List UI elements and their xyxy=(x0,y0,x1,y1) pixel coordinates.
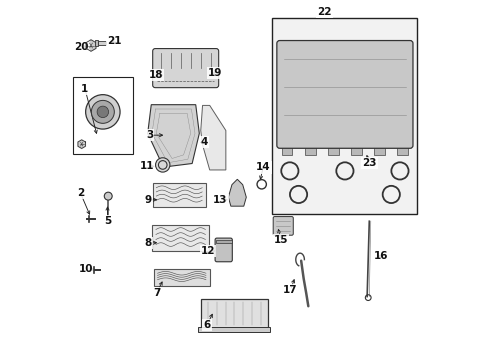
Text: 3: 3 xyxy=(145,130,153,140)
Text: 6: 6 xyxy=(203,320,210,330)
Bar xyxy=(215,240,231,243)
Text: 16: 16 xyxy=(373,251,388,261)
Bar xyxy=(281,142,292,155)
Text: 7: 7 xyxy=(153,288,160,298)
Bar xyxy=(350,142,361,155)
Bar xyxy=(152,183,205,207)
Text: 5: 5 xyxy=(103,216,111,226)
Text: 14: 14 xyxy=(255,162,270,172)
Bar xyxy=(73,77,132,154)
Text: 17: 17 xyxy=(283,285,297,296)
Bar xyxy=(272,18,416,214)
Bar xyxy=(373,142,384,155)
Bar xyxy=(152,225,208,251)
Text: 12: 12 xyxy=(200,246,215,256)
Bar xyxy=(397,142,407,155)
Circle shape xyxy=(85,95,120,129)
Text: 21: 21 xyxy=(107,36,122,46)
Text: 15: 15 xyxy=(273,235,288,245)
Text: 23: 23 xyxy=(361,158,376,168)
Circle shape xyxy=(155,158,169,172)
Bar xyxy=(154,269,209,286)
Polygon shape xyxy=(78,140,85,148)
Polygon shape xyxy=(86,40,96,51)
FancyBboxPatch shape xyxy=(98,41,105,45)
Text: 13: 13 xyxy=(212,195,227,205)
FancyBboxPatch shape xyxy=(215,238,232,262)
Text: 9: 9 xyxy=(144,195,152,205)
FancyBboxPatch shape xyxy=(276,41,412,148)
Text: 22: 22 xyxy=(316,7,331,17)
Bar xyxy=(327,142,338,155)
FancyBboxPatch shape xyxy=(94,40,98,46)
Text: 10: 10 xyxy=(79,264,93,274)
Circle shape xyxy=(97,106,108,118)
FancyBboxPatch shape xyxy=(273,217,293,235)
Bar xyxy=(201,299,267,328)
Text: 11: 11 xyxy=(140,161,154,171)
Polygon shape xyxy=(201,105,225,170)
Text: 1: 1 xyxy=(81,84,88,94)
FancyBboxPatch shape xyxy=(152,49,218,87)
Text: 2: 2 xyxy=(77,188,84,198)
Bar xyxy=(198,327,270,332)
Text: 4: 4 xyxy=(200,138,207,147)
Text: 19: 19 xyxy=(207,68,222,78)
Text: 18: 18 xyxy=(148,70,163,80)
Text: 8: 8 xyxy=(144,238,152,248)
Polygon shape xyxy=(228,179,246,206)
Polygon shape xyxy=(147,105,199,167)
Circle shape xyxy=(104,192,112,200)
Circle shape xyxy=(91,100,114,123)
Bar xyxy=(304,142,315,155)
Text: 20: 20 xyxy=(74,42,88,51)
